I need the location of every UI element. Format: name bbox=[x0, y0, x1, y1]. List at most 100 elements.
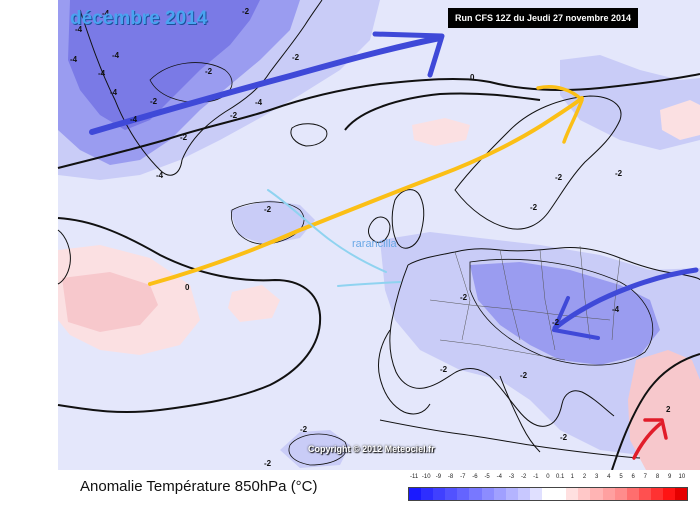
zero-isoline-west bbox=[57, 217, 322, 414]
isoline-label: -2 bbox=[242, 7, 250, 16]
color-scale-label: -5 bbox=[484, 474, 490, 480]
run-info-box: Run CFS 12Z du Jeudi 27 novembre 2014 bbox=[448, 8, 638, 28]
isoline-label: 0 bbox=[470, 73, 475, 82]
color-scale-swatch bbox=[554, 488, 567, 500]
yellow-arrow-atlantic bbox=[148, 96, 584, 286]
color-scale-label: 10 bbox=[678, 474, 686, 480]
isoline-label: -4 bbox=[98, 69, 106, 78]
isoline-label: -4 bbox=[156, 171, 164, 180]
color-scale-label: 3 bbox=[594, 474, 599, 480]
color-scale-label: 0 bbox=[546, 474, 550, 480]
country-borders bbox=[429, 245, 621, 361]
color-scale-swatch bbox=[602, 488, 615, 500]
blue-arrow-greenland bbox=[89, 35, 443, 135]
isoline-labels: -4 -2 -4 -2 -4 -4 -2 -2 -4 -4 -2 -2 -2 0… bbox=[70, 7, 671, 468]
color-scale-label: -8 bbox=[447, 474, 454, 480]
color-scale-label: -3 bbox=[508, 474, 515, 480]
color-scale-label: -10 bbox=[421, 474, 431, 480]
isoline-label: -4 bbox=[112, 51, 120, 60]
isoline-label: -2 bbox=[615, 169, 623, 178]
color-scale-swatch bbox=[614, 488, 627, 500]
coastline-british-isles bbox=[391, 189, 425, 249]
color-scale-swatch bbox=[626, 488, 639, 500]
color-scale-label: -11 bbox=[409, 474, 419, 480]
color-scale-label: 5 bbox=[619, 474, 623, 480]
color-scale-swatch bbox=[505, 488, 518, 500]
color-scale-swatch bbox=[566, 488, 579, 500]
isoline-label: -2 bbox=[520, 371, 528, 380]
color-scale-boxes bbox=[408, 487, 688, 501]
isoline-label: -4 bbox=[70, 55, 78, 64]
red-arrow-east-head bbox=[643, 418, 668, 440]
color-scale-label: 2 bbox=[582, 474, 587, 480]
zero-isoline-east bbox=[611, 353, 700, 470]
color-scale-label: -6 bbox=[472, 474, 478, 480]
color-scale-label: 4 bbox=[607, 474, 611, 480]
isoline-label: -2 bbox=[440, 365, 448, 374]
isoline-label: -2 bbox=[460, 293, 468, 302]
color-scale-swatch bbox=[481, 488, 494, 500]
color-scale-swatch bbox=[529, 488, 543, 500]
isoline-label: -2 bbox=[230, 111, 238, 120]
isoline-label: -4 bbox=[612, 305, 620, 314]
color-scale: -11 -10 -9 -8 -7 -6 -5 -4 -3 -2 -1 0 0.1 1 2 3 4 5 6 7 8 9 10 bbox=[408, 474, 688, 508]
isoline-label: -2 bbox=[300, 425, 308, 434]
warm-region-north bbox=[412, 118, 470, 146]
warm-region-mid bbox=[228, 285, 280, 322]
isoline-label: -2 bbox=[150, 97, 158, 106]
month-title: décembre 2014 bbox=[70, 8, 208, 29]
coastline-greenland bbox=[79, 0, 323, 176]
color-scale-swatch bbox=[493, 488, 506, 500]
zero-isoline-north bbox=[57, 73, 700, 169]
isoline-label: -4 bbox=[130, 115, 138, 124]
isoline-minus2-south bbox=[288, 433, 347, 466]
copyright-label: Copyright © 2012 Meteociel.fr bbox=[308, 444, 435, 454]
color-scale-swatch bbox=[650, 488, 663, 500]
color-scale-swatch bbox=[638, 488, 651, 500]
red-arrow-east bbox=[632, 422, 662, 460]
color-scale-label: 0.1 bbox=[555, 474, 565, 480]
color-scale-label: -7 bbox=[460, 474, 466, 480]
isoline-label: -2 bbox=[560, 433, 568, 442]
isoline-label: -2 bbox=[180, 133, 188, 142]
color-scale-label: 6 bbox=[631, 474, 635, 480]
anomaly-map: -4 -2 -4 -2 -4 -4 -2 -2 -4 -4 -2 -2 -2 0… bbox=[0, 0, 700, 470]
isoline-minus2-greenland bbox=[149, 62, 233, 103]
yellow-arrow-atlantic-head bbox=[536, 85, 584, 144]
color-scale-swatch bbox=[542, 488, 555, 500]
isoline-label: -2 bbox=[264, 459, 272, 468]
color-scale-label: -1 bbox=[533, 474, 539, 480]
map-white-left-margin bbox=[0, 0, 58, 470]
color-scale-swatch bbox=[457, 488, 470, 500]
coastline-scandinavia bbox=[454, 95, 622, 230]
isoline-label: 2 bbox=[666, 405, 671, 414]
isoline-label: -2 bbox=[552, 318, 560, 327]
coastline-north-africa bbox=[379, 419, 641, 459]
coastline-ireland bbox=[368, 216, 391, 243]
isoline-minus2-europe bbox=[469, 258, 654, 366]
blue-arrow-greenland-head bbox=[372, 31, 445, 78]
color-scale-label: -2 bbox=[520, 474, 527, 480]
color-scale-labels: -11 -10 -9 -8 -7 -6 -5 -4 -3 -2 -1 0 0.1 1 2 3 4 5 6 7 8 9 10 bbox=[408, 474, 688, 484]
isoline-label: -4 bbox=[75, 25, 83, 34]
color-scale-label: 9 bbox=[668, 474, 672, 480]
color-scale-swatch bbox=[675, 488, 688, 500]
isoline-label: -2 bbox=[205, 67, 213, 76]
legend-title: Anomalie Température 850hPa (°C) bbox=[80, 478, 318, 495]
zero-isoline-arctic bbox=[344, 92, 541, 131]
coastline-newfoundland bbox=[57, 229, 71, 285]
color-scale-swatch bbox=[409, 488, 422, 500]
cold-region-south bbox=[280, 430, 350, 468]
warm-region-east-light bbox=[660, 100, 700, 140]
color-scale-label: 8 bbox=[655, 474, 660, 480]
blue-arrow-europe bbox=[552, 267, 699, 331]
color-scale-swatch bbox=[421, 488, 434, 500]
isoline-label: -4 bbox=[102, 9, 110, 18]
cold-core-europe bbox=[470, 262, 660, 365]
isoline-label: -4 bbox=[110, 88, 118, 97]
isoline-label: -2 bbox=[555, 173, 563, 182]
color-scale-swatch bbox=[517, 488, 530, 500]
coastline-iceland bbox=[290, 123, 328, 147]
color-scale-label: -4 bbox=[496, 474, 502, 480]
